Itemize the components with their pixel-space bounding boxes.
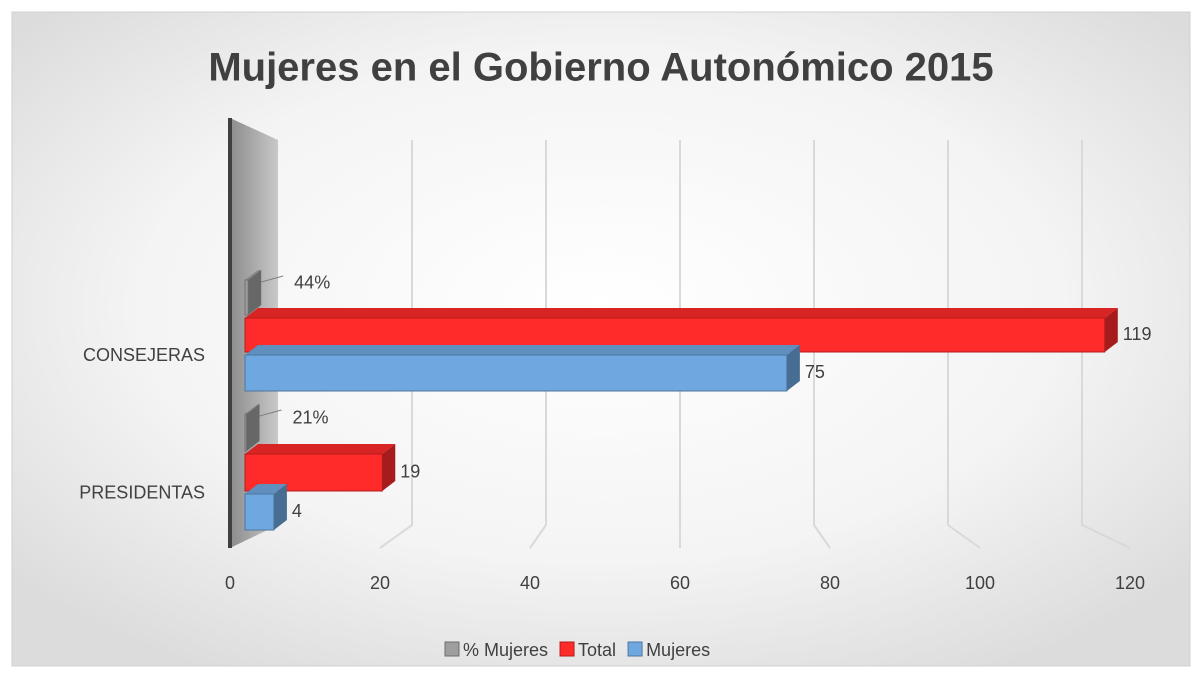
x-tick-label: 0: [225, 573, 235, 593]
legend-label: Total: [578, 640, 616, 660]
label-leader: [259, 409, 282, 417]
y-tick-label: CONSEJERAS: [83, 345, 205, 365]
x-tick-label: 20: [370, 573, 390, 593]
data-label: 119: [1123, 324, 1152, 344]
data-label: 21%: [293, 407, 329, 427]
bar-side: [246, 404, 260, 451]
grid-line: [947, 140, 981, 549]
bar-top: [245, 404, 260, 414]
x-tick-label: 100: [965, 573, 995, 593]
bar: [244, 354, 788, 392]
legend-swatch: [559, 641, 575, 657]
bar-side: [1104, 308, 1118, 352]
chart-title: Mujeres en el Gobierno Autonómico 2015: [208, 46, 993, 90]
data-label: 4: [292, 501, 302, 521]
x-tick-label: 60: [670, 573, 690, 593]
bar: [244, 413, 248, 452]
grid-line: [813, 140, 831, 549]
bar-side: [382, 444, 396, 491]
y-tick-label: PRESIDENTAS: [79, 482, 205, 502]
grid-line: [529, 140, 547, 549]
bar-top: [245, 444, 396, 454]
bar: [244, 493, 275, 531]
grid-line: [379, 140, 413, 549]
bar-top: [245, 345, 800, 355]
x-tick-label: 120: [1115, 573, 1145, 593]
bar-top: [245, 484, 287, 494]
bar-side: [786, 345, 800, 391]
legend-swatch: [627, 641, 643, 657]
bar-side: [273, 484, 287, 530]
data-label: 19: [400, 461, 420, 481]
bar: [244, 279, 249, 316]
label-leader: [261, 275, 284, 283]
legend-label: Mujeres: [646, 640, 710, 660]
data-label: 44%: [294, 272, 330, 292]
bar-top: [245, 308, 1118, 318]
grid-line: [1081, 140, 1131, 549]
legend-swatch: [444, 641, 460, 657]
bar-top: [245, 270, 262, 280]
bar-side: [248, 270, 262, 315]
data-label: 75: [805, 362, 825, 382]
x-tick-label: 80: [820, 573, 840, 593]
legend-label: % Mujeres: [463, 640, 548, 660]
x-tick-label: 40: [520, 573, 540, 593]
